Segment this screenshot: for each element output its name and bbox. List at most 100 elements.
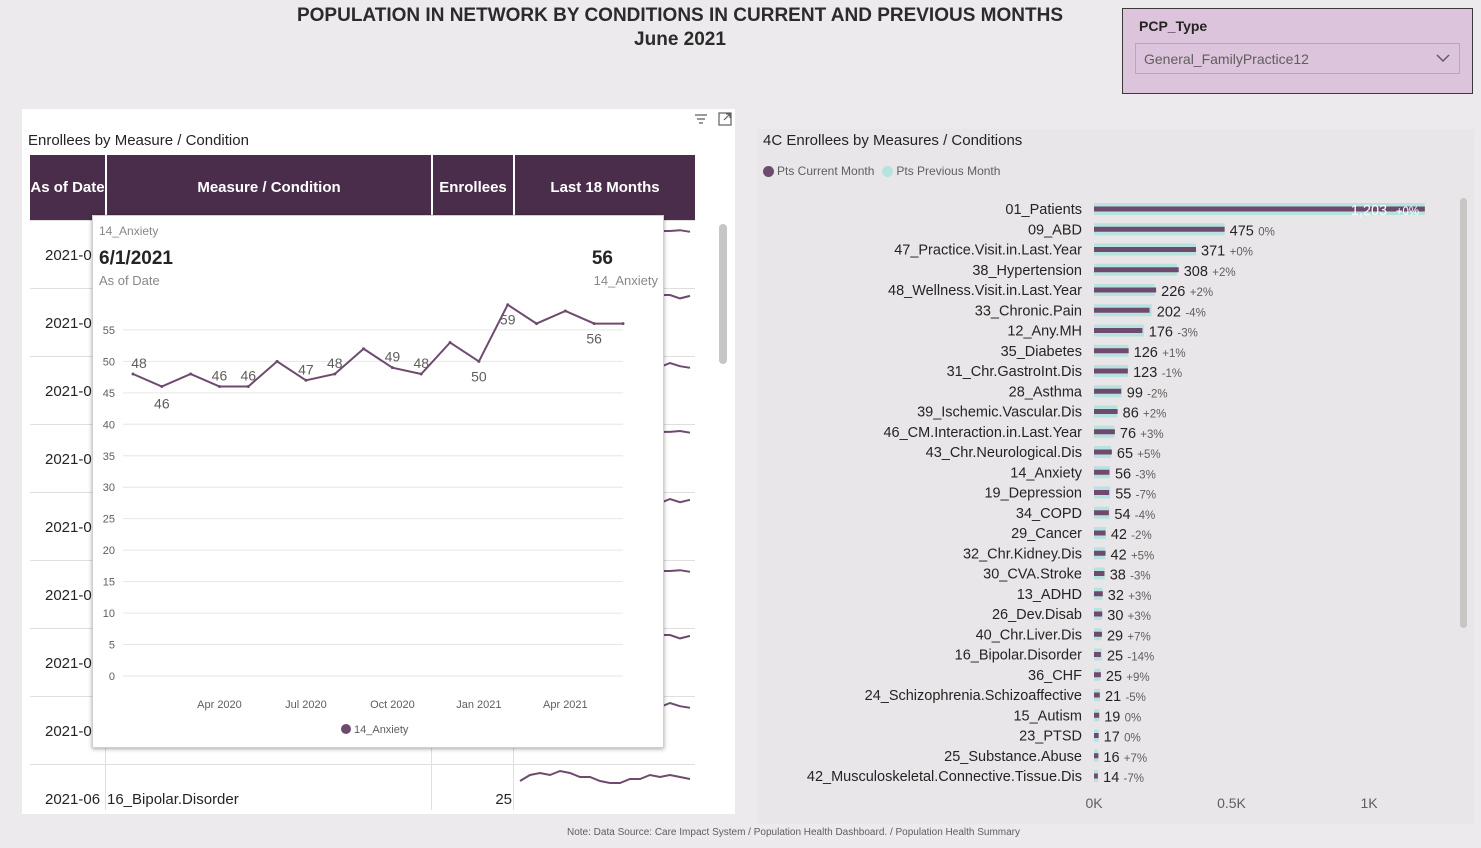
legend-dot-previous: [882, 165, 894, 177]
data-point: [390, 366, 394, 370]
category-label: 14_Anxiety: [1010, 465, 1082, 481]
category-label: 43_Chr.Neurological.Dis: [926, 445, 1082, 461]
tooltip-date: 6/1/2021: [99, 248, 173, 269]
bar-chart-legend: Pts Current Month Pts Previous Month: [763, 164, 1000, 178]
category-label: 30_CVA.Stroke: [983, 567, 1082, 583]
legend-label-14-anxiety: 14_Anxiety: [354, 724, 409, 736]
change-label: -4%: [1135, 510, 1155, 522]
category-label: 12_Any.MH: [1007, 324, 1082, 340]
value-label: 56: [1115, 466, 1131, 482]
value-label: 19: [1104, 709, 1120, 725]
x-tick-label: Oct 2020: [370, 699, 415, 711]
value-label: 475: [1230, 223, 1254, 239]
bar-current-month: [1094, 247, 1197, 252]
conditions-bar-chart: 01_Patients 1,203 +0% 09_ABD 475 0% 47_Practic…: [807, 202, 1425, 811]
bar-current-month: [1094, 388, 1122, 394]
change-label: +5%: [1131, 550, 1154, 562]
category-label: 33_Chronic.Pain: [975, 303, 1082, 319]
chevron-down-icon: [1436, 54, 1450, 63]
value-label: 176: [1149, 325, 1173, 341]
bar-current-month: [1094, 712, 1100, 718]
change-label: +2%: [1212, 267, 1235, 279]
cell-as-of-date: 2021-06: [45, 450, 101, 468]
bar-chart-scrollbar[interactable]: [1460, 198, 1467, 628]
data-label: 56: [586, 331, 602, 347]
change-label: +2%: [1190, 287, 1213, 299]
legend-label-current: Pts Current Month: [777, 164, 875, 178]
y-tick-label: 35: [103, 451, 115, 463]
value-label: 99: [1127, 385, 1143, 401]
data-label: 46: [154, 396, 170, 412]
legend-item-current[interactable]: Pts Current Month: [763, 164, 874, 178]
data-label: 50: [471, 368, 487, 384]
category-label: 46_CM.Interaction.in.Last.Year: [883, 425, 1082, 441]
cell-as-of-date: 2021-06: [45, 382, 101, 400]
y-tick-label: 30: [103, 482, 115, 494]
table-scrollbar[interactable]: [719, 224, 727, 364]
legend-dot-current: [763, 165, 774, 177]
category-label: 01_Patients: [1005, 202, 1082, 218]
slicer-label: PCP_Type: [1139, 18, 1208, 34]
y-tick-label: 10: [103, 608, 115, 620]
bar-current-month: [1094, 733, 1099, 738]
category-label: 23_PTSD: [1019, 729, 1082, 745]
bar-current-month: [1094, 611, 1103, 617]
bar-current-month: [1094, 348, 1129, 354]
data-point: [506, 303, 510, 307]
column-divider: [431, 155, 433, 220]
focus-mode-icon[interactable]: [717, 111, 733, 127]
data-point: [592, 322, 596, 326]
value-label: 25: [1107, 649, 1123, 665]
bar-current-month: [1094, 267, 1179, 273]
column-divider: [513, 155, 515, 220]
value-label: 123: [1133, 365, 1157, 381]
column-header-enrollees[interactable]: Enrollees: [439, 178, 507, 196]
category-label: 24_Schizophrenia.Schizoaffective: [865, 688, 1082, 704]
x-tick-label: 1K: [1360, 795, 1378, 811]
change-label: +9%: [1126, 672, 1149, 684]
legend-item-previous[interactable]: Pts Previous Month: [882, 164, 1000, 178]
bar-current-month: [1094, 591, 1103, 597]
data-label: 46: [212, 368, 228, 384]
bar-current-month: [1094, 449, 1112, 455]
column-header-as-of-date[interactable]: As of Date: [30, 178, 105, 196]
change-label: -3%: [1135, 469, 1155, 481]
filter-icon[interactable]: [693, 111, 709, 127]
conditions-bar-visual: 4C Enrollees by Measures / Conditions Pt…: [757, 129, 1474, 824]
pcp-type-slicer: PCP_Type General_FamilyPractice12: [1122, 8, 1473, 94]
pcp-type-dropdown[interactable]: General_FamilyPractice12: [1135, 43, 1460, 74]
table-row[interactable]: 2021-06 16_Bipolar.Disorder 25: [30, 764, 695, 810]
anxiety-line-chart: 0 5 10 15 20 25 30 35 40 45 50 55 48 46 46 46 47 48 49 48 50…: [103, 303, 625, 736]
data-label: 48: [327, 355, 343, 371]
category-label: 47_Practice.Visit.in.Last.Year: [894, 243, 1082, 259]
tooltip-date-label: As of Date: [99, 273, 160, 288]
tooltip-value-label: 14_Anxiety: [593, 273, 658, 288]
change-label: +0%: [1396, 206, 1419, 218]
value-label: 17: [1104, 730, 1120, 746]
data-point: [563, 309, 567, 313]
sparkline-path: [519, 769, 691, 784]
change-label: +1%: [1162, 348, 1185, 360]
change-label: -2%: [1131, 530, 1151, 542]
x-tick-label: 0.5K: [1217, 795, 1246, 811]
column-header-last-18-months[interactable]: Last 18 Months: [550, 178, 660, 196]
cell-as-of-date: 2021-06: [45, 314, 101, 332]
column-header-measure[interactable]: Measure / Condition: [197, 178, 341, 196]
bar-current-month: [1094, 328, 1143, 333]
change-label: 0%: [1125, 712, 1142, 724]
bar-current-month: [1094, 206, 1425, 212]
category-label: 32_Chr.Kidney.Dis: [963, 546, 1082, 562]
slicer-selected-value: General_FamilyPractice12: [1144, 51, 1309, 67]
bar-current-month: [1094, 368, 1128, 374]
data-point: [189, 372, 193, 376]
category-label: 29_Cancer: [1011, 526, 1082, 542]
category-label: 15_Autism: [1013, 708, 1082, 724]
tooltip-series-name: 14_Anxiety: [99, 224, 159, 238]
change-label: -1%: [1162, 368, 1182, 380]
footnote: Note: Data Source: Care Impact System / …: [567, 827, 1021, 838]
category-label: 40_Chr.Liver.Dis: [976, 627, 1082, 643]
page-title-line1: POPULATION IN NETWORK BY CONDITIONS IN C…: [296, 5, 1063, 26]
bar-current-month: [1094, 652, 1101, 657]
value-label: 38: [1110, 568, 1126, 584]
change-label: +3%: [1128, 611, 1151, 623]
